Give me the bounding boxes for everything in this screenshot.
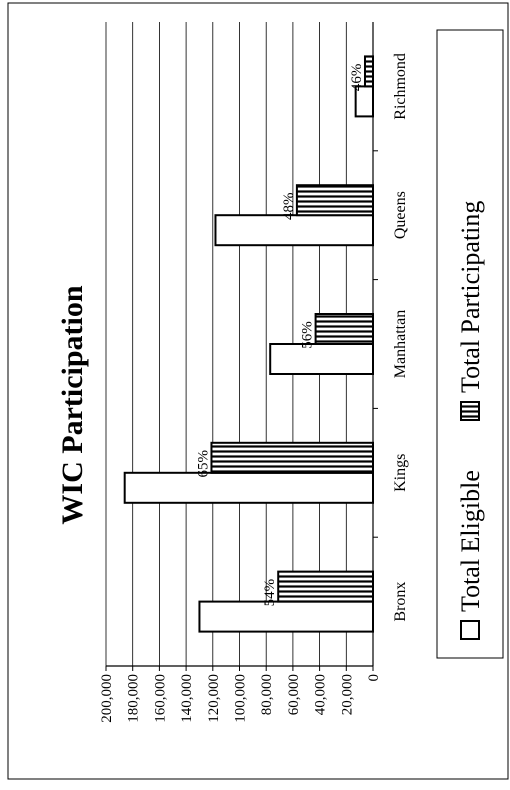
legend-box <box>436 29 504 659</box>
bar-total-eligible <box>269 343 374 375</box>
chart-title: WIC Participation <box>56 285 89 524</box>
bar-total-participating <box>295 184 374 217</box>
value-tick-label: 100,000 <box>233 674 249 723</box>
bar-total-eligible <box>123 471 374 504</box>
category-label: Bronx <box>392 582 409 622</box>
category-label: Richmond <box>392 53 409 120</box>
value-tick-label: 120,000 <box>206 674 222 723</box>
value-tick-label: 60,000 <box>286 674 302 715</box>
value-tick-label: 140,000 <box>179 674 195 723</box>
bar-total-participating <box>277 570 374 603</box>
value-tick-label: 0 <box>366 674 382 682</box>
data-label: 54% <box>262 579 278 607</box>
value-tick-label: 200,000 <box>99 674 115 723</box>
bar-total-eligible <box>198 600 374 633</box>
bar-total-participating <box>363 55 374 88</box>
legend-label-total-eligible: Total Eligible <box>456 470 485 612</box>
value-tick-label: 180,000 <box>126 674 142 723</box>
data-label: 46% <box>349 64 365 92</box>
bar-total-participating <box>314 313 374 345</box>
data-label: 56% <box>300 321 316 349</box>
bar-total-participating <box>210 441 374 474</box>
data-label: 48% <box>281 192 297 220</box>
category-label: Queens <box>392 191 409 239</box>
value-tick-label: 40,000 <box>313 674 329 715</box>
value-tick-label: 160,000 <box>152 674 168 723</box>
data-label: 65% <box>195 450 211 478</box>
plot-area: 0 20,000 40,000 60,000 80,000 100,000 120,000 1… <box>99 22 409 723</box>
legend-swatch-total-participating <box>460 401 480 421</box>
value-tick-label: 20,000 <box>339 674 355 715</box>
category-label: Kings <box>392 454 409 492</box>
bar-total-eligible <box>214 214 374 247</box>
legend: Total Eligible Total Participating <box>436 29 504 659</box>
legend-swatch-total-eligible <box>460 620 480 640</box>
value-tick-label: 80,000 <box>259 674 275 715</box>
chart-frame <box>7 2 509 780</box>
category-label: Manhattan <box>392 310 409 378</box>
legend-label-total-participating: Total Participating <box>456 201 485 393</box>
